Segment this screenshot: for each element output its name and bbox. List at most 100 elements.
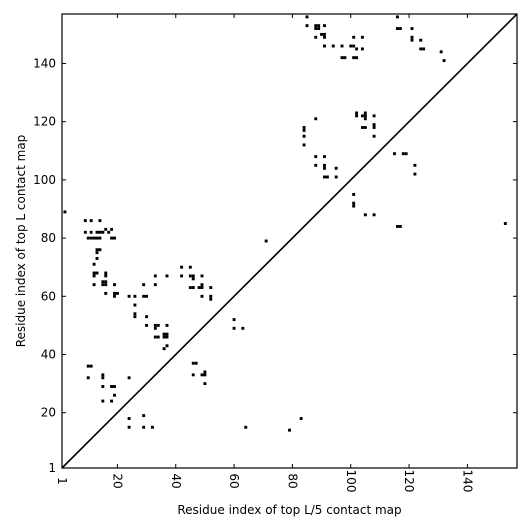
contact-point-lower bbox=[98, 230, 102, 234]
contact-point-lower bbox=[188, 265, 192, 269]
x-tick-label: 140 bbox=[460, 470, 474, 493]
contact-point-lower bbox=[188, 286, 192, 290]
contact-point-lower bbox=[113, 294, 116, 298]
contact-point-lower bbox=[244, 425, 248, 429]
contact-point-lower bbox=[101, 373, 105, 377]
contact-point-lower bbox=[503, 222, 507, 225]
contact-point-lower bbox=[89, 364, 93, 368]
contact-point-lower bbox=[92, 262, 96, 266]
contact-point-upper bbox=[323, 35, 326, 39]
contact-point-upper bbox=[317, 24, 321, 28]
y-tick-label: 140 bbox=[33, 56, 56, 70]
contact-point-lower bbox=[101, 376, 105, 380]
contact-point-upper bbox=[363, 126, 367, 129]
contact-point-upper bbox=[314, 24, 318, 28]
contact-point-lower bbox=[127, 376, 131, 380]
contact-point-upper bbox=[323, 24, 326, 28]
x-tick-label: 1 bbox=[55, 477, 69, 485]
contact-point-upper bbox=[302, 143, 306, 147]
contact-point-upper bbox=[419, 38, 423, 42]
contact-point-lower bbox=[92, 271, 96, 275]
contact-point-lower bbox=[188, 274, 192, 278]
contact-point-lower bbox=[86, 236, 90, 240]
contact-point-upper bbox=[355, 47, 359, 51]
contact-point-lower bbox=[89, 219, 93, 223]
contact-point-upper bbox=[372, 134, 376, 138]
contact-point-lower bbox=[363, 213, 367, 217]
contact-point-upper bbox=[305, 15, 309, 19]
contact-point-lower bbox=[142, 414, 146, 418]
contact-point-upper bbox=[325, 175, 329, 179]
contact-point-lower bbox=[95, 257, 99, 260]
contact-point-upper bbox=[442, 59, 446, 63]
contact-point-lower bbox=[191, 277, 195, 281]
contact-point-lower bbox=[107, 230, 111, 234]
contact-point-upper bbox=[410, 35, 414, 39]
contact-point-lower bbox=[145, 315, 149, 319]
contact-point-upper bbox=[363, 114, 367, 118]
contact-point-lower bbox=[232, 318, 236, 322]
contact-point-upper bbox=[352, 44, 356, 48]
contact-point-lower bbox=[372, 213, 376, 217]
x-axis-label: Residue index of top L/5 contact map bbox=[177, 503, 401, 517]
contact-point-lower bbox=[113, 393, 116, 397]
x-tick-label: 80 bbox=[285, 473, 299, 488]
contact-point-lower bbox=[209, 297, 213, 301]
contact-point-upper bbox=[314, 27, 318, 31]
contact-point-upper bbox=[395, 27, 399, 31]
contact-point-upper bbox=[320, 32, 324, 36]
contact-point-lower bbox=[203, 373, 207, 377]
y-tick-label: 40 bbox=[41, 348, 56, 362]
contact-point-lower bbox=[113, 291, 116, 295]
contact-point-lower bbox=[110, 399, 114, 403]
y-axis-label: Residue index of top L contact map bbox=[14, 135, 28, 348]
contact-point-upper bbox=[305, 24, 309, 28]
contact-point-upper bbox=[395, 15, 399, 19]
contact-point-lower bbox=[165, 274, 169, 278]
contact-point-lower bbox=[165, 323, 169, 327]
contact-point-lower bbox=[95, 236, 99, 240]
contact-point-lower bbox=[165, 332, 169, 336]
contact-point-upper bbox=[323, 155, 326, 159]
contact-point-upper bbox=[352, 56, 356, 60]
contact-point-upper bbox=[323, 32, 326, 36]
contact-point-upper bbox=[404, 152, 408, 156]
contact-point-lower bbox=[200, 294, 204, 298]
contact-point-lower bbox=[83, 230, 87, 234]
contact-point-upper bbox=[360, 35, 364, 39]
contact-point-upper bbox=[372, 114, 376, 118]
contact-point-lower bbox=[113, 236, 116, 240]
contact-point-lower bbox=[142, 425, 146, 429]
contact-point-upper bbox=[372, 126, 376, 129]
contact-point-upper bbox=[340, 56, 344, 60]
contact-point-lower bbox=[95, 271, 99, 275]
contact-point-lower bbox=[86, 364, 90, 368]
contact-point-lower bbox=[133, 303, 137, 307]
contact-point-lower bbox=[398, 224, 402, 228]
contact-point-upper bbox=[302, 134, 306, 138]
contact-point-upper bbox=[352, 204, 356, 208]
contact-point-upper bbox=[323, 175, 326, 179]
contact-point-lower bbox=[395, 224, 399, 228]
contact-point-lower bbox=[162, 347, 166, 351]
contact-point-lower bbox=[241, 326, 245, 330]
contact-point-lower bbox=[194, 361, 198, 365]
contact-point-lower bbox=[89, 230, 93, 234]
contact-point-lower bbox=[104, 280, 108, 284]
contact-point-lower bbox=[113, 283, 116, 287]
contact-point-lower bbox=[142, 283, 146, 287]
contact-point-lower bbox=[153, 335, 157, 339]
contact-point-upper bbox=[422, 47, 426, 51]
contact-point-upper bbox=[302, 126, 306, 129]
y-tick-label: 20 bbox=[41, 406, 56, 420]
y-tick-label: 100 bbox=[33, 173, 56, 187]
contact-point-upper bbox=[334, 166, 338, 170]
contact-point-lower bbox=[191, 274, 195, 278]
contact-point-upper bbox=[314, 117, 318, 121]
contact-point-lower bbox=[127, 417, 131, 420]
contact-point-lower bbox=[92, 283, 96, 287]
x-tick-label: 20 bbox=[110, 473, 124, 488]
contact-point-upper bbox=[410, 38, 414, 42]
contact-point-upper bbox=[355, 111, 359, 115]
contact-point-lower bbox=[110, 236, 114, 240]
